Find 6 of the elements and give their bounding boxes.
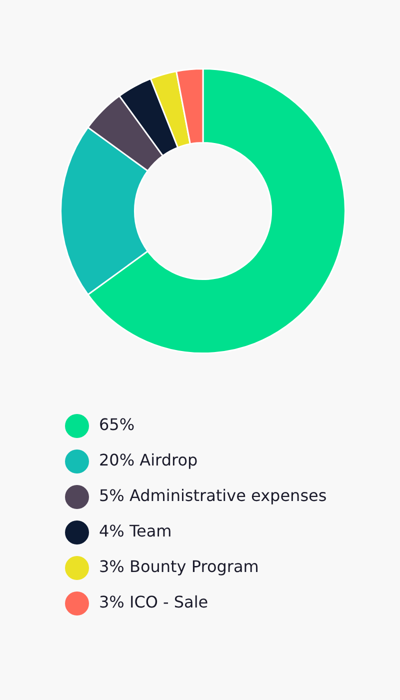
legend-label: 5% Administrative expenses [99, 486, 327, 506]
legend-label: 20% Airdrop [99, 450, 198, 470]
legend-label: 4% Team [99, 522, 172, 541]
legend-label: 3% ICO - Sale [99, 592, 208, 612]
legend-label: 3% Bounty Program [99, 557, 259, 576]
data-label: 65% [99, 415, 135, 434]
